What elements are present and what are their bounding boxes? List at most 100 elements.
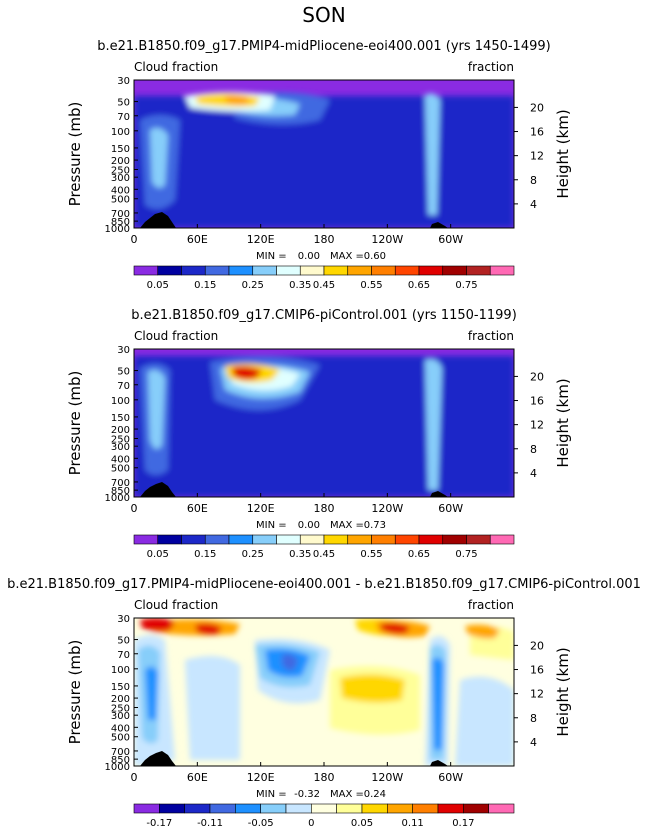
height-tick-label: 4 [530,198,537,211]
panel-3-title: b.e21.B1850.f09_g17.PMIP4-midPliocene-eo… [7,577,641,592]
colorbar-swatch [488,803,515,814]
colorbar-swatch [387,803,413,814]
panel-1-x-ticks: 0 60E 120E 180 120W 60W [131,224,463,246]
colorbar-label: 0.75 [455,280,477,291]
panel-2-height-ticks: 20 16 12 8 4 [514,370,544,480]
colorbar-swatch [299,534,325,545]
colorbar-label: 0.25 [242,549,264,560]
y-tick-label: 100 [111,127,130,138]
panel-3-max-value: 0.24 [364,789,386,800]
colorbar-swatch [412,803,439,814]
colorbar-swatch [157,265,182,276]
colorbar-swatch [371,265,396,276]
y-tick-label: 500 [111,195,130,206]
x-tick-label: 60E [187,233,208,246]
colorbar-swatch [133,803,160,814]
x-tick-label: 0 [131,502,138,515]
x-tick-label: 120W [371,233,403,246]
panel-1-field [134,80,514,228]
colorbar-swatch [276,534,301,545]
colorbar-swatch [394,265,420,276]
x-tick-label: 180 [314,771,335,784]
y-tick-label: 70 [117,381,130,392]
colorbar-swatch [418,265,444,276]
panel-1-height-axis-label: Height (km) [554,109,572,198]
colorbar-swatch [159,803,185,814]
y-tick-label: 200 [111,156,130,167]
panel-1-colorbar: 0.05 0.15 0.25 0.35 0.45 0.55 0.65 0.75 [133,265,515,291]
y-tick-label: 30 [117,76,130,87]
y-tick-label: 70 [117,650,130,661]
x-tick-label: 120W [371,771,403,784]
colorbar-label: 0.65 [408,549,430,560]
y-tick-label: 400 [111,454,130,465]
colorbar-swatch [463,803,489,814]
height-tick-label: 8 [530,712,537,725]
colorbar-label: 0.65 [408,280,430,291]
panel-3-topography [140,751,448,766]
colorbar-swatch [311,803,337,814]
y-tick-label: 100 [111,665,130,676]
panel-3-region-red [140,618,410,635]
y-tick-label: 300 [111,442,130,453]
y-tick-label: 1000 [105,493,130,504]
colorbar-label: -0.05 [248,818,274,829]
height-tick-label: 12 [530,419,544,432]
y-tick-label: 850 [111,217,130,228]
panel-2: b.e21.B1850.f09_g17.CMIP6-piControl.001 … [66,308,572,560]
x-tick-label: 60E [187,771,208,784]
colorbar-swatch [466,534,491,545]
colorbar-swatch [442,265,467,276]
colorbar-label: 0.05 [351,818,373,829]
panel-3-region-pale-blue [134,635,514,766]
colorbar-swatch [466,265,491,276]
colorbar-swatch [209,803,236,814]
height-tick-label: 20 [530,370,544,383]
panel-3-colorbar: -0.17 -0.11 -0.05 0 0.05 0.11 0.17 [133,803,515,829]
y-tick-label: 400 [111,723,130,734]
colorbar-swatch [228,534,254,545]
x-tick-label: 180 [314,233,335,246]
colorbar-label: -0.17 [146,818,172,829]
colorbar-swatch [228,265,254,276]
colorbar-swatch [489,534,515,545]
panel-1-left-label: Cloud fraction [134,60,218,74]
colorbar-swatch [442,534,467,545]
panel-2-height-axis-label: Height (km) [554,378,572,467]
colorbar-swatch [181,534,206,545]
panel-3-field [134,618,514,766]
colorbar-swatch [347,534,372,545]
colorbar-swatch [204,265,230,276]
panel-1-region-blue [140,92,330,209]
height-tick-label: 4 [530,736,537,749]
panel-2-region-light-blue [148,359,442,490]
panel-3-x-ticks: 0 60E 120E 180 120W 60W [131,762,463,784]
colorbar-swatch [285,803,312,814]
panel-3-max-label: MAX = [330,789,364,800]
panel-3-min-label: MIN = [256,789,287,800]
colorbar-label: 0.55 [360,280,382,291]
y-tick-label: 250 [111,703,130,714]
colorbar-swatch [347,265,372,276]
y-tick-label: 30 [117,614,130,625]
x-tick-label: 180 [314,502,335,515]
y-tick-label: 100 [111,396,130,407]
height-tick-label: 16 [530,664,544,677]
panel-3-region-deep-blue [282,654,298,671]
colorbar-swatch [181,265,206,276]
colorbar-swatch [371,534,396,545]
y-tick-label: 70 [117,112,130,123]
colorbar-swatch [235,803,261,814]
colorbar-label: 0.35 [289,549,311,560]
y-tick-label: 50 [117,636,130,647]
colorbar-swatch [299,265,325,276]
height-tick-label: 12 [530,688,544,701]
colorbar-swatch [276,265,301,276]
panel-2-x-ticks: 0 60E 120E 180 120W 60W [131,493,463,515]
panel-3-region-blue [145,648,444,750]
y-tick-label: 150 [111,413,130,424]
colorbar-swatch [336,803,363,814]
panel-3-y-axis-label: Pressure (mb) [66,640,84,745]
